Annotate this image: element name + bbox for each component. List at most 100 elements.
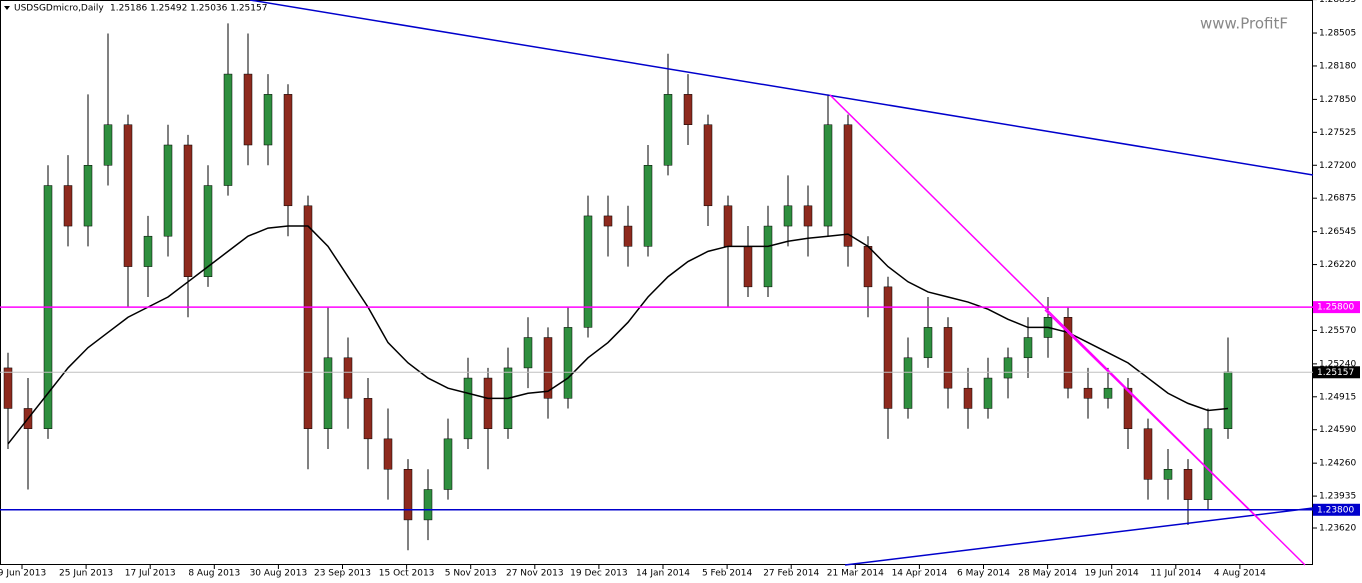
candle-body	[743, 246, 753, 288]
candle-body	[623, 225, 633, 247]
x-tick-label: 5 Nov 2013	[445, 569, 497, 579]
price-label-box	[1313, 366, 1360, 379]
y-tick-label: 1.24260	[1319, 459, 1356, 469]
x-tick-label: 25 Jun 2013	[59, 569, 113, 579]
candle-body	[803, 205, 813, 227]
x-tick-label: 27 Feb 2014	[763, 569, 819, 579]
y-tick-label: 1.28835	[1319, 0, 1356, 5]
candle-body	[203, 185, 213, 277]
candle-body	[563, 327, 573, 399]
candle-body	[323, 357, 333, 429]
candle-body	[783, 205, 793, 227]
candle-body	[243, 73, 253, 146]
chart-title: USDSGDmicro,Daily	[14, 4, 104, 14]
candle-body	[1223, 371, 1233, 429]
candle-body	[723, 205, 733, 247]
y-tick-label: 1.27525	[1319, 128, 1356, 138]
candle-body	[83, 165, 93, 227]
candle-body	[543, 337, 553, 399]
candle-body	[423, 489, 433, 521]
candle-body	[903, 357, 913, 409]
candle-body	[1083, 387, 1093, 399]
trend-line	[844, 507, 1314, 566]
trend-line	[249, 0, 1314, 176]
trend-line	[1044, 309, 1261, 521]
y-tick-label: 1.24590	[1319, 425, 1356, 435]
candle-body	[883, 286, 893, 409]
candle-body	[163, 144, 173, 237]
candle-body	[1103, 387, 1113, 399]
x-tick-label: 5 Feb 2014	[702, 569, 753, 579]
moving-average	[7, 225, 1229, 445]
candle-body	[403, 468, 413, 521]
candle-body	[683, 94, 693, 125]
x-tick-label: 11 Jul 2014	[1150, 569, 1201, 579]
y-tick-label: 1.25240	[1319, 359, 1356, 369]
chart-subtitle: 1.25186 1.25492 1.25036 1.25157	[110, 4, 267, 14]
x-tick-label: 19 Jun 2014	[1085, 569, 1139, 579]
candle-body	[763, 225, 773, 288]
last-price-label: 1.25157	[1317, 368, 1354, 378]
candle-body	[183, 144, 193, 277]
candle-body	[1003, 357, 1013, 379]
y-tick-label: 1.26545	[1319, 227, 1356, 237]
candle-body	[3, 367, 13, 409]
y-tick-label: 1.23935	[1319, 492, 1356, 502]
candle-body	[1203, 428, 1213, 500]
candle-body	[863, 246, 873, 288]
x-tick-label: 15 Oct 2013	[379, 569, 435, 579]
candle-body	[643, 165, 653, 247]
x-tick-label: 23 Sep 2013	[314, 569, 371, 579]
candle-body	[963, 387, 973, 409]
candle-body	[363, 398, 373, 440]
candle-body	[1163, 468, 1173, 480]
y-tick-label: 1.24915	[1319, 392, 1356, 402]
candle-body	[263, 94, 273, 146]
candle-body	[1123, 387, 1133, 429]
candle-body	[523, 337, 533, 369]
candle-body	[703, 124, 713, 207]
candle-body	[303, 205, 313, 429]
x-tick-label: 30 Aug 2013	[250, 569, 308, 579]
plot-frame	[0, 0, 1313, 565]
x-tick-label: 4 Aug 2014	[1214, 569, 1266, 579]
candle-body	[143, 235, 153, 267]
candle-body	[583, 215, 593, 328]
x-tick-label: 17 Jul 2013	[125, 569, 176, 579]
x-tick-label: 21 Mar 2014	[827, 569, 884, 579]
x-tick-label: 14 Jan 2014	[636, 569, 690, 579]
x-tick-label: 6 May 2014	[957, 569, 1010, 579]
candle-body	[63, 185, 73, 227]
y-tick-label: 1.25570	[1319, 326, 1356, 336]
candle-body	[1023, 337, 1033, 359]
y-tick-label: 1.28505	[1319, 29, 1356, 39]
candle-body	[663, 94, 673, 166]
menu-icon[interactable]	[4, 6, 10, 10]
x-tick-label: 19 Dec 2013	[570, 569, 628, 579]
y-tick-label: 1.27850	[1319, 95, 1356, 105]
candle-body	[923, 327, 933, 359]
candle-body	[823, 124, 833, 227]
candle-body	[123, 124, 133, 267]
candle-body	[343, 357, 353, 399]
price-label: 1.23800	[1317, 505, 1354, 515]
watermark: www.ProfitF	[1200, 15, 1288, 33]
x-tick-label: 9 Jun 2013	[0, 569, 46, 579]
y-tick-label: 1.27200	[1319, 161, 1356, 171]
candle-body	[463, 377, 473, 440]
candle-body	[443, 438, 453, 490]
candle-body	[603, 215, 613, 227]
x-tick-label: 14 Apr 2014	[892, 569, 948, 579]
x-tick-label: 27 Nov 2013	[506, 569, 564, 579]
price-label-box	[1313, 503, 1360, 516]
candle-body	[383, 438, 393, 470]
candle-body	[983, 377, 993, 409]
candle-body	[1143, 428, 1153, 480]
price-label-box	[1313, 301, 1360, 314]
candle-body	[843, 124, 853, 247]
candle-body	[1183, 468, 1193, 500]
y-tick-label: 1.26875	[1319, 194, 1356, 204]
x-tick-label: 8 Aug 2013	[188, 569, 240, 579]
candle-body	[223, 73, 233, 186]
